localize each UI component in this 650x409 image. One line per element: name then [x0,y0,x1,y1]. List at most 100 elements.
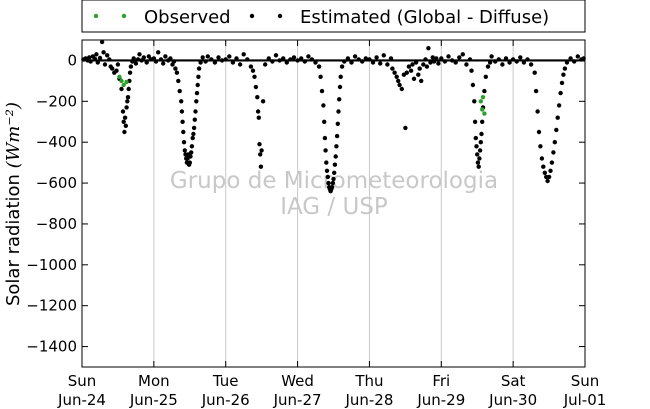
point-series1-222 [487,60,493,65]
point-series0-7 [480,95,486,100]
point-series1-118 [288,57,293,62]
point-series1-208 [473,135,478,141]
point-series1-6 [92,56,98,61]
x-tick-label-day-6: Sat [501,372,526,390]
point-series1-76 [191,125,197,131]
point-series1-107 [258,152,263,157]
point-series1-123 [306,54,311,59]
point-series1-4 [88,59,93,64]
point-series1-160 [360,59,365,64]
point-series1-168 [388,56,394,61]
point-series1-53 [171,59,177,64]
point-series1-254 [559,80,565,86]
point-series1-60 [180,119,185,125]
x-tick-label-day-7: Sun [571,372,600,390]
point-series1-10 [99,39,105,45]
x-tick-label-date-1: Jun-25 [129,391,178,409]
point-series1-44 [151,56,157,61]
point-series1-165 [378,61,383,66]
point-series1-226 [500,62,505,67]
point-series1-132 [323,148,328,153]
legend-marker-estimated-2 [277,13,283,19]
x-tick-label-day-4: Thu [354,372,383,390]
point-series1-146 [333,154,338,159]
point-series1-235 [532,70,537,75]
point-series1-87 [205,54,210,59]
point-series1-111 [263,62,268,67]
point-series1-221 [485,64,491,69]
point-series1-94 [230,60,236,65]
point-series1-26 [123,123,128,128]
point-series1-121 [299,56,304,61]
point-series1-129 [321,103,326,108]
point-series1-14 [107,57,112,62]
point-series1-177 [404,70,409,75]
point-series1-223 [489,54,494,59]
point-series1-30 [126,86,131,92]
point-series1-167 [385,62,390,67]
x-tick-label-day-1: Mon [138,372,170,390]
y-tick-label-1: −200 [36,92,77,110]
point-series1-161 [363,56,368,61]
y-axis: 0 −200 −400 −600 −800 −1000 −1200 −1400 [26,51,585,356]
point-series1-72 [189,150,194,155]
point-series1-25 [122,115,128,120]
point-series1-113 [270,59,275,64]
point-series1-210 [475,152,480,157]
point-series1-206 [472,99,477,104]
point-series1-13 [105,53,110,58]
point-series1-164 [374,55,379,60]
point-series1-157 [349,60,354,65]
point-series1-127 [318,74,323,80]
point-series1-220 [483,74,488,80]
vertical-grid [153,40,514,367]
point-series1-41 [144,60,149,65]
point-series1-259 [572,59,577,64]
point-series1-3 [87,55,92,60]
y-tick-label-6: −1200 [26,297,77,315]
x-tick-label-day-3: Wed [281,372,314,390]
point-series1-197 [446,54,451,59]
point-series1-227 [503,56,509,61]
legend-label-observed: Observed [144,7,231,28]
legend: Observed Estimated (Global - Diffuse) [81,0,586,33]
point-series1-152 [337,84,343,90]
point-series1-172 [396,78,401,84]
point-series1-212 [476,164,481,169]
point-series1-89 [212,60,218,65]
point-series1-238 [536,129,542,135]
point-series1-156 [345,56,351,61]
point-series1-234 [528,62,534,67]
point-series1-231 [518,55,523,60]
point-series1-22 [120,109,126,114]
legend-marker-observed-2 [121,13,127,19]
y-tick-label-2: −400 [36,133,77,151]
point-series1-104 [255,109,261,114]
y-tick-label-3: −600 [36,174,77,192]
point-series1-115 [277,58,282,63]
x-tick-label-day-2: Tue [212,372,239,390]
point-series1-58 [179,99,184,104]
point-series1-99 [248,64,254,69]
point-series1-59 [179,109,185,114]
point-series1-85 [200,55,205,60]
point-series1-47 [158,57,164,62]
point-series1-166 [381,53,386,58]
point-series1-119 [291,55,297,60]
point-series1-136 [326,180,331,186]
point-series1-7 [94,52,99,57]
point-series1-189 [426,46,431,51]
point-series1-174 [399,86,404,92]
point-series1-253 [558,90,563,96]
point-series1-23 [121,119,126,125]
point-series1-249 [552,140,557,145]
x-tick-label-date-2: Jun-26 [201,391,250,409]
point-series1-96 [237,62,243,67]
point-series1-75 [191,131,196,137]
point-series1-126 [316,64,322,69]
point-series1-120 [295,58,300,63]
point-series1-242 [542,170,547,175]
point-series1-84 [198,60,203,65]
point-series1-18 [114,68,119,73]
point-series1-109 [259,148,264,153]
